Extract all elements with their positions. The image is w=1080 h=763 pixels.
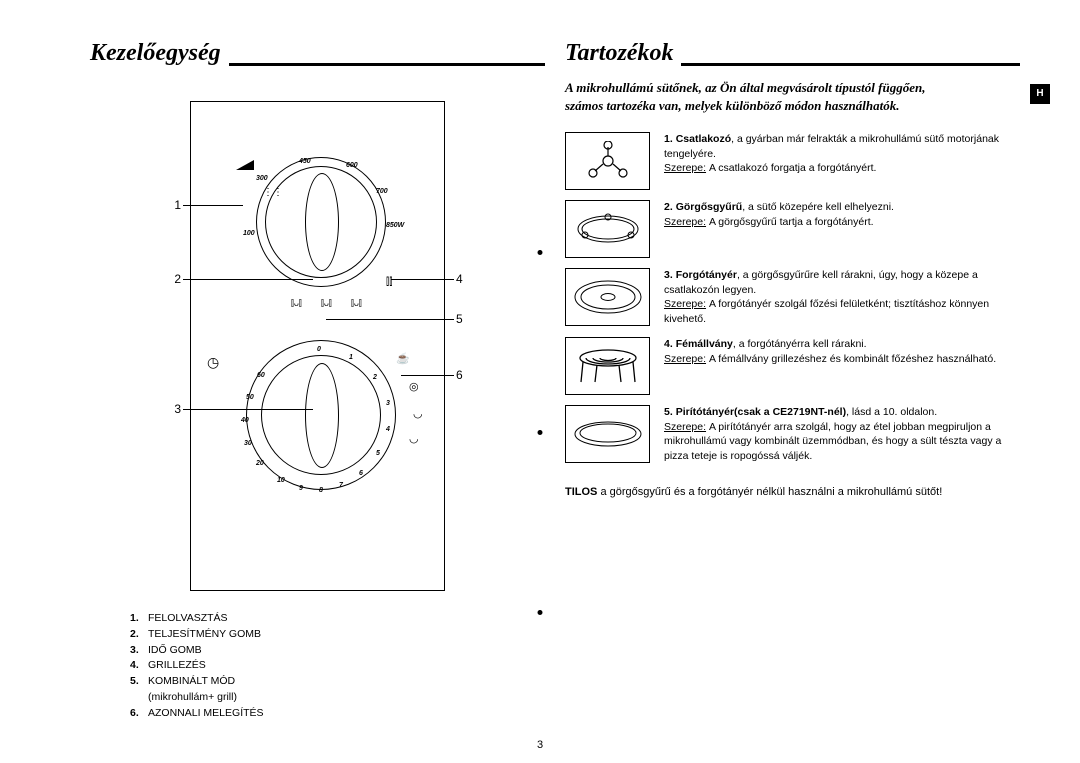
callout-5: 5 — [456, 312, 496, 326]
t-50: 50 — [246, 394, 254, 401]
wave-icon: ⋮⋮ — [263, 187, 283, 198]
bowl2-icon: ◡ — [409, 432, 419, 445]
combi-glyph-1: ⫿ᴗ⫿ — [291, 298, 302, 309]
power-600: 600 — [346, 162, 358, 169]
t-60: 60 — [257, 372, 265, 379]
turntable-icon — [565, 268, 650, 326]
plate-icon: ◎ — [409, 380, 419, 393]
page-number: 3 — [537, 739, 543, 751]
t-4: 4 — [386, 426, 390, 433]
t-30: 30 — [244, 440, 252, 447]
title-rule-left — [229, 63, 545, 66]
callout-3: 3 — [141, 402, 181, 416]
t-40: 40 — [241, 417, 249, 424]
coupler-icon — [565, 132, 650, 190]
language-badge: H — [1030, 84, 1050, 104]
power-100: 100 — [243, 230, 255, 237]
combi-glyph-3: ⫿ᴗ⫿ — [351, 298, 362, 309]
right-title: Tartozékok — [565, 40, 673, 67]
t-5: 5 — [376, 450, 380, 457]
accessory-row-1: 1. Csatlakozó, a gyárban már felrakták a… — [565, 132, 1020, 190]
bowl-icon: ◡ — [413, 407, 423, 420]
callout-6: 6 — [456, 368, 496, 382]
power-dial — [256, 157, 386, 287]
clock-icon: ◷ — [207, 354, 219, 371]
t-6: 6 — [359, 470, 363, 477]
intro-text: A mikrohullámú sütőnek, az Ön által megv… — [565, 79, 1020, 114]
t-3: 3 — [386, 400, 390, 407]
roller-ring-icon — [565, 200, 650, 258]
t-10: 10 — [277, 477, 285, 484]
power-450: 450 — [299, 158, 311, 165]
crisp-plate-icon — [565, 405, 650, 463]
callout-4: 4 — [456, 272, 496, 286]
control-panel-diagram: 100 300 450 600 700 850W ⋮⋮ ⫿⫿ ⫿ᴗ⫿ ⫿ᴗ⫿ ⫿… — [190, 101, 445, 591]
callout-2: 2 — [141, 272, 181, 286]
accessory-row-2: 2. Görgősgyűrű, a sütő közepére kell elh… — [565, 200, 1020, 258]
accessory-row-4: 4. Fémállvány, a forgótányérra kell rára… — [565, 337, 1020, 395]
warning-text: TILOS a görgősgyűrű és a forgótányér nél… — [565, 484, 1020, 501]
defrost-icon — [236, 160, 254, 170]
t-9: 9 — [299, 485, 303, 492]
legend-list: 1.FELOLVASZTÁS 2.TELJESÍTMÉNY GOMB 3.IDŐ… — [130, 611, 545, 721]
t-1: 1 — [349, 354, 353, 361]
timer-dial — [246, 340, 396, 490]
left-title: Kezelőegység — [90, 40, 221, 67]
t-2: 2 — [373, 374, 377, 381]
power-300: 300 — [256, 175, 268, 182]
power-700: 700 — [376, 188, 388, 195]
t-0: 0 — [317, 346, 321, 353]
t-20: 20 — [256, 460, 264, 467]
t-8: 8 — [319, 487, 323, 494]
callout-1: 1 — [141, 198, 181, 212]
title-rule-right — [681, 63, 1020, 66]
t-7: 7 — [339, 482, 343, 489]
combi-glyph-2: ⫿ᴗ⫿ — [321, 298, 332, 309]
cup-icon: ☕ — [396, 352, 410, 365]
accessory-row-5: 5. Pirítótányér(csak a CE2719NT-nél), lá… — [565, 405, 1020, 464]
accessory-row-3: 3. Forgótányér, a görgősgyűrűre kell rár… — [565, 268, 1020, 327]
metal-rack-icon — [565, 337, 650, 395]
power-850: 850W — [386, 222, 404, 229]
